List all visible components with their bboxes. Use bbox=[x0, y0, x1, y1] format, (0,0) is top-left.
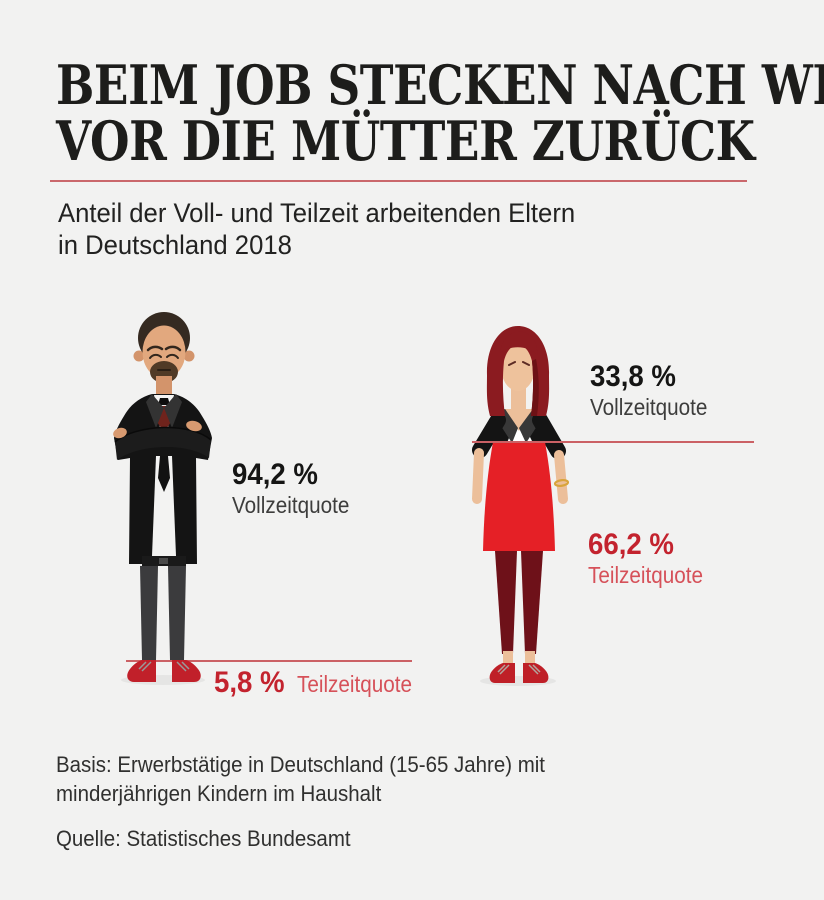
mother-parttime-label: Teilzeitquote bbox=[588, 562, 704, 588]
mother-fulltime-value: 33,8 % bbox=[590, 360, 676, 393]
father-shoes bbox=[127, 660, 156, 682]
father-fulltime-value: 94,2 % bbox=[232, 458, 318, 491]
mother-shoes bbox=[489, 663, 515, 683]
father-figure-icon bbox=[113, 312, 212, 685]
mother-fulltime-label: Vollzeitquote bbox=[590, 394, 708, 420]
subtitle-line-1: Anteil der Voll- und Teilzeit arbeitende… bbox=[58, 198, 576, 228]
page-title-line-1: BEIM JOB STECKEN NACH WIE bbox=[56, 53, 824, 117]
page-title: BEIM JOB STECKEN NACH WIE VOR DIE MÜTTER… bbox=[56, 57, 824, 169]
footer-basis-line-1: Basis: Erwerbstätige in Deutschland (15-… bbox=[56, 752, 545, 777]
father-parttime-marker-line bbox=[126, 660, 412, 662]
mother-illustration bbox=[457, 323, 579, 691]
title-divider bbox=[50, 180, 747, 182]
father-crossed-arms bbox=[115, 427, 211, 460]
father-fulltime-label: Vollzeitquote bbox=[232, 492, 350, 518]
father-parttime-value: 5,8 % bbox=[214, 666, 285, 699]
father-trousers bbox=[140, 566, 158, 660]
page-title-line-2: VOR DIE MÜTTER ZURÜCK bbox=[56, 109, 755, 173]
mother-fulltime-marker-line bbox=[472, 441, 754, 443]
subtitle: Anteil der Voll- und Teilzeit arbeitende… bbox=[58, 197, 602, 261]
mother-bracelet bbox=[553, 478, 570, 488]
footer-source: Quelle: Statistisches Bundesamt bbox=[56, 826, 351, 851]
mother-leggings bbox=[495, 551, 517, 654]
mother-parttime-value: 66,2 % bbox=[588, 528, 674, 561]
mother-skirt bbox=[483, 442, 555, 551]
footer-basis: Basis: Erwerbstätige in Deutschland (15-… bbox=[56, 750, 582, 808]
footer-basis-line-2: minderjährigen Kindern im Haushalt bbox=[56, 781, 382, 806]
father-illustration bbox=[106, 306, 218, 686]
mother-figure-icon bbox=[472, 326, 570, 686]
father-parttime-label: Teilzeitquote bbox=[297, 671, 413, 697]
subtitle-line-2: in Deutschland 2018 bbox=[58, 230, 292, 260]
mother-face bbox=[501, 343, 535, 391]
